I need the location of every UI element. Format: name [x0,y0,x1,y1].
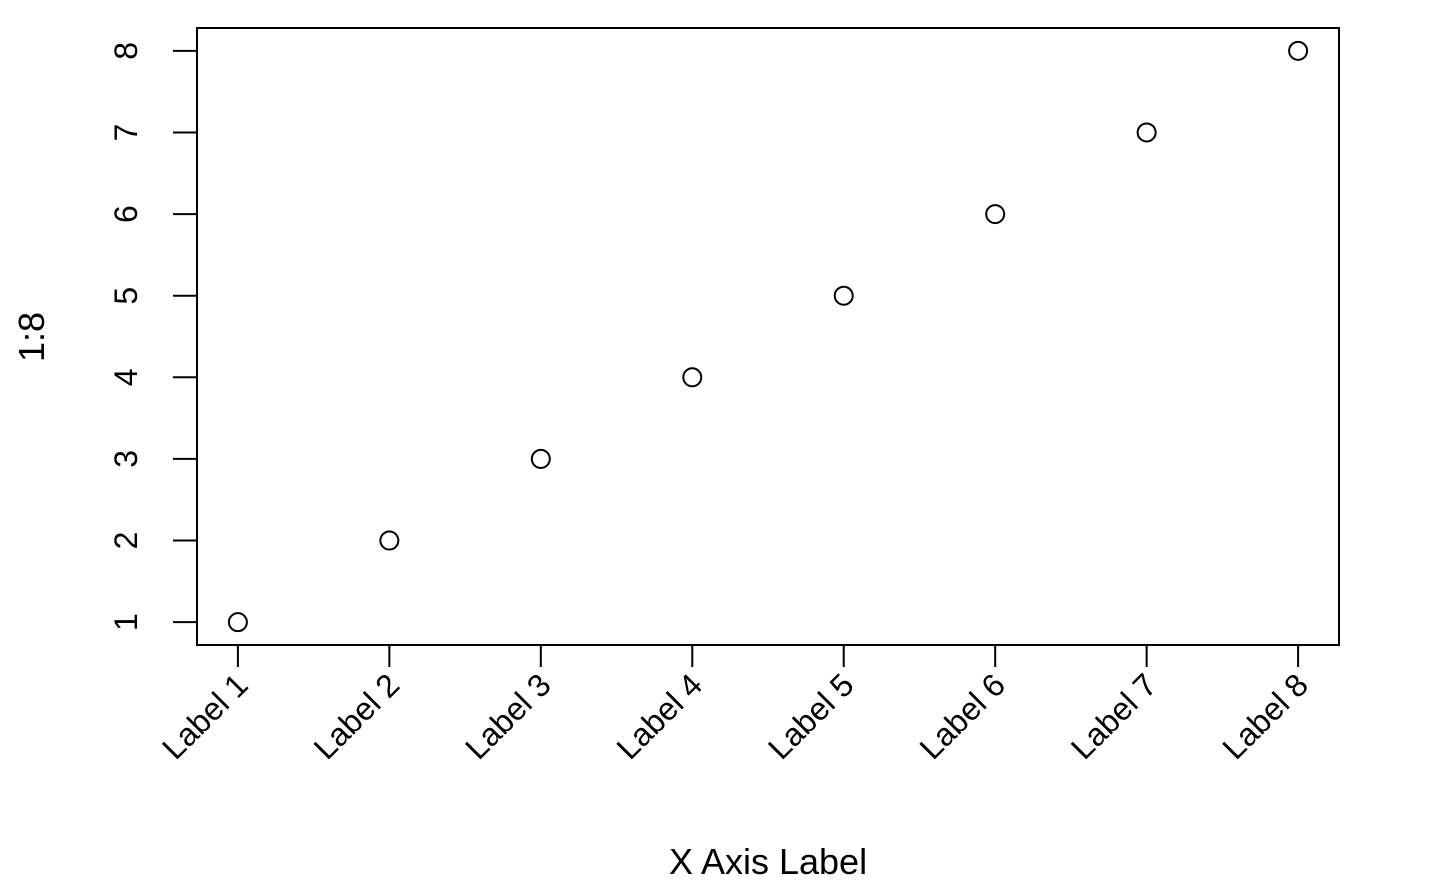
y-tick-label: 1 [108,613,144,631]
y-tick-label: 8 [108,42,144,60]
x-tick-label: Label 7 [1064,666,1164,766]
data-point [227,612,248,633]
data-point [985,204,1006,225]
plot-frame [196,27,1340,646]
y-tick-label: 4 [108,368,144,386]
y-tick-label: 7 [108,124,144,142]
data-point [379,530,400,551]
x-tick-label: Label 2 [307,666,407,766]
data-point [1288,40,1309,61]
x-tick-label: Label 3 [458,666,558,766]
data-points [227,40,1309,633]
data-point [833,285,854,306]
y-tick-label: 2 [108,532,144,550]
y-axis: 1 2 3 4 5 6 7 8 [108,42,198,631]
data-point [530,448,551,469]
x-tick-label: Label 4 [610,666,710,766]
x-tick-label: Label 5 [761,666,861,766]
y-tick-label: 3 [108,450,144,468]
x-axis-title: X Axis Label [669,841,867,882]
x-axis: Label 1 Label 2 Label 3 Label 4 Label 5 Label… [155,644,1315,766]
x-tick-label: Label 6 [912,666,1012,766]
data-point [1136,122,1157,143]
x-tick-label: Label 1 [155,666,255,766]
y-tick-label: 5 [108,287,144,305]
y-tick-label: 6 [108,205,144,223]
y-axis-title: 1:8 [11,312,52,362]
x-tick-label: Label 8 [1215,666,1315,766]
data-point [682,367,703,388]
